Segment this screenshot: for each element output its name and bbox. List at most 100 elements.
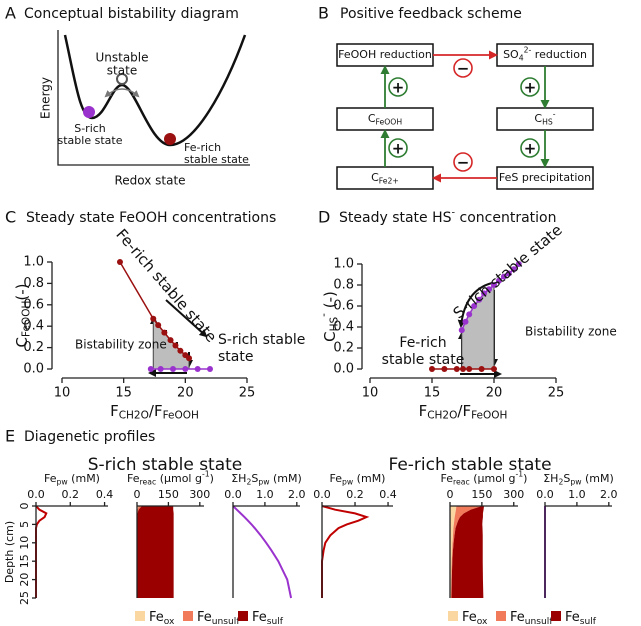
x-tick-label: 15	[424, 386, 441, 401]
y-tick-label: 10	[18, 536, 31, 550]
annotation: Bistability zone	[525, 325, 617, 339]
instability-arrow	[104, 88, 140, 98]
text-part: Fe2+	[379, 176, 399, 185]
text-part: Steady state HS	[339, 210, 452, 226]
text-part: concentration	[455, 210, 556, 226]
y-tick-label: 0	[18, 503, 31, 510]
legend-swatch	[135, 611, 145, 621]
panel-b	[336, 43, 594, 190]
panel-letter: D	[318, 208, 330, 227]
text-part: (-)	[321, 291, 339, 313]
annotation: state	[218, 349, 253, 365]
sign-circle	[453, 58, 473, 78]
y-tick-label: 0.8	[333, 278, 354, 293]
state-label: Unstable	[95, 51, 148, 65]
text-part: SO	[503, 48, 519, 61]
x-tick-label: 0.4	[96, 488, 114, 501]
text-part: Fe	[510, 610, 525, 625]
profile-line	[35, 505, 48, 598]
y-tick-label: 0.6	[333, 299, 354, 314]
text-part: S	[563, 472, 570, 485]
sign: −	[457, 154, 470, 172]
sign-circle	[520, 77, 540, 97]
text-part: 2	[558, 477, 563, 486]
text-part: pw	[57, 477, 68, 486]
panel-letter: E	[5, 427, 15, 446]
y-axis-label: Energy	[39, 77, 53, 119]
legend-swatch	[551, 611, 561, 621]
legend-swatch	[238, 611, 248, 621]
annotation: Fe-rich stable state	[112, 225, 220, 345]
text-part: -	[553, 110, 556, 119]
x-axis-label: Fepw (mM)	[44, 472, 100, 486]
x-axis-label: FCH2O/FFeOOH	[419, 402, 508, 422]
text-part: C	[534, 112, 542, 125]
x-tick-label: 10	[362, 386, 379, 401]
text-part: 4	[519, 53, 524, 62]
state-label: state	[107, 64, 137, 78]
x-tick-label: 2.0	[288, 488, 306, 501]
text-part: reduction	[531, 48, 587, 61]
x-axis-label: Fereac (µmol g-1)	[127, 470, 214, 487]
group-title: Fe-rich stable state	[388, 455, 551, 475]
y-tick-label: 0.6	[23, 297, 44, 312]
data-point	[486, 286, 493, 293]
y-axis-label: CHS- (-)	[318, 291, 341, 342]
text-part: sulf	[580, 616, 597, 626]
y-tick-label: 1.0	[23, 255, 44, 270]
text-part: HS	[329, 316, 341, 331]
legend-label: Feunsulf	[197, 610, 240, 626]
text-part: -1	[202, 470, 210, 479]
y-tick-label: 25	[18, 591, 31, 605]
text-part: FeOOH reduction	[338, 48, 432, 61]
x-tick-label: 150	[471, 488, 492, 501]
text-part: Fe	[44, 472, 57, 485]
x-tick-label: 25	[239, 386, 256, 401]
data-point	[147, 366, 154, 372]
y-tick-label: 5	[18, 521, 31, 528]
text-part: unsulf	[525, 616, 554, 626]
x-tick-label: 150	[158, 488, 179, 501]
y-axis-label: Depth (cm)	[3, 521, 16, 583]
text-part: pw	[570, 477, 581, 486]
state-label: Fe-rich	[184, 141, 221, 154]
stacked-area	[137, 506, 174, 598]
text-part: -	[318, 313, 330, 317]
text-part: /F	[457, 402, 471, 420]
x-axis-label: FCH2O/FFeOOH	[110, 402, 199, 422]
y-tick-label: 0.8	[23, 276, 44, 291]
x-tick-label: 0.4	[379, 488, 397, 501]
sign-circle	[388, 138, 408, 158]
text-part: C	[368, 112, 376, 125]
x-tick-label: 2.0	[600, 488, 618, 501]
x-axis-label: ΣH2Spw (mM)	[231, 472, 302, 486]
text-part: C	[321, 331, 339, 341]
text-part: (mM)	[270, 472, 302, 485]
profile-line	[321, 505, 370, 598]
stacked-area	[450, 506, 457, 598]
data-point	[186, 355, 193, 362]
panel-title: Positive feedback scheme	[340, 6, 522, 22]
text-part: reac	[453, 477, 470, 486]
text-part: CH2O	[119, 410, 149, 422]
x-tick-label: 300	[503, 488, 524, 501]
x-axis-label: ΣH2Spw (mM)	[543, 472, 614, 486]
text-part: F	[419, 402, 428, 420]
text-part: sulf	[267, 616, 284, 626]
data-point	[515, 261, 522, 267]
data-point	[172, 342, 179, 349]
x-tick-label: 0.2	[62, 488, 80, 501]
data-point	[466, 366, 473, 372]
x-tick-label: 1.0	[568, 488, 586, 501]
text-part: (mM)	[353, 472, 385, 485]
text-part: Steady state FeOOH concentrations	[26, 210, 276, 226]
legend-swatch	[496, 611, 506, 621]
sign: +	[392, 79, 405, 97]
stacked-area	[451, 506, 484, 598]
data-point	[177, 347, 184, 354]
data-point	[466, 311, 473, 318]
text-part: Fe	[441, 472, 454, 485]
panel-a	[57, 30, 250, 166]
box-label: FeOOH reduction	[338, 48, 432, 61]
text-part: FeOOH	[163, 410, 199, 422]
